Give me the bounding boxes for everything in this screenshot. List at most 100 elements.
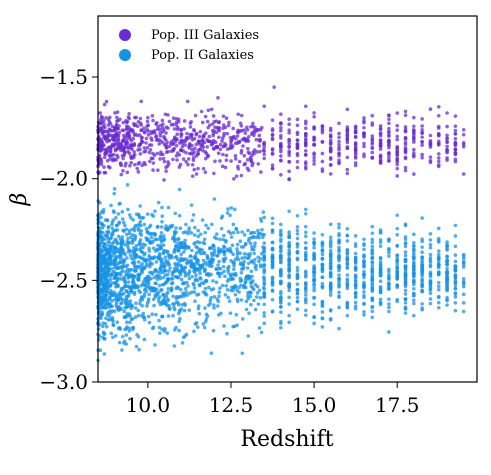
pop2-point: [120, 247, 124, 251]
pop2-point: [245, 266, 250, 270]
pop2-point: [370, 309, 375, 314]
pop2-point: [157, 290, 161, 295]
pop3-point: [117, 130, 122, 135]
pop3-point: [211, 133, 216, 138]
pop2-point: [114, 303, 119, 307]
pop3-point: [138, 116, 143, 121]
pop2-point: [217, 259, 221, 264]
pop2-point: [201, 240, 206, 245]
pop2-point: [124, 289, 129, 294]
pop3-point: [387, 121, 391, 126]
pop2-point: [337, 222, 341, 227]
pop3-point: [453, 114, 458, 118]
pop3-point: [395, 137, 400, 142]
pop2-point: [146, 237, 150, 242]
pop2-point: [252, 298, 256, 303]
pop3-point: [175, 132, 180, 137]
pop2-point: [461, 265, 466, 269]
pop2-point: [345, 239, 350, 243]
pop2-point: [107, 313, 112, 318]
pop3-point: [270, 148, 275, 152]
pop2-point: [128, 253, 133, 257]
pop2-point: [412, 279, 416, 283]
pop2-point: [387, 246, 391, 251]
pop2-point: [187, 229, 191, 233]
pop2-point: [395, 277, 400, 281]
pop2-point: [160, 327, 164, 332]
pop3-point: [125, 170, 130, 175]
pop2-point: [137, 273, 142, 278]
pop2-point: [100, 276, 104, 280]
pop2-point: [252, 251, 256, 256]
pop2-point: [233, 292, 238, 297]
pop3-point: [146, 115, 150, 120]
pop2-point: [403, 222, 408, 226]
pop3-point: [270, 128, 275, 133]
pop2-point: [157, 325, 162, 330]
pop2-point: [395, 259, 400, 264]
pop3-point: [287, 122, 291, 127]
pop2-point: [128, 320, 132, 325]
pop2-point: [113, 274, 117, 278]
pop3-point: [151, 151, 155, 156]
pop2-point: [303, 241, 308, 245]
pop2-point: [197, 240, 202, 245]
pop3-point: [345, 125, 350, 129]
pop3-point: [112, 126, 117, 130]
pop2-point: [118, 260, 122, 265]
pop2-point: [345, 250, 350, 255]
pop2-point: [387, 254, 391, 258]
pop2-point: [196, 259, 200, 264]
pop2-point: [212, 235, 217, 240]
pop2-point: [337, 264, 341, 269]
pop2-point: [270, 276, 275, 280]
pop2-point: [249, 291, 253, 295]
pop2-point: [112, 281, 117, 285]
pop2-point: [103, 302, 107, 307]
pop2-point: [159, 225, 164, 229]
pop3-point: [177, 153, 182, 157]
pop3-point: [227, 120, 231, 125]
pop3-point: [121, 156, 125, 161]
pop2-point: [279, 268, 283, 272]
pop2-point: [217, 274, 222, 279]
pop2-point: [211, 243, 216, 248]
pop2-point: [148, 232, 153, 236]
pop2-point: [177, 187, 182, 192]
pop2-point: [362, 302, 366, 306]
pop3-point: [287, 128, 291, 132]
pop2-point: [97, 266, 102, 270]
pop3-point: [191, 156, 196, 160]
pop2-point: [337, 238, 341, 242]
pop2-point: [122, 242, 127, 247]
pop2-point: [156, 243, 160, 248]
pop2-point: [140, 250, 145, 254]
pop2-point: [279, 222, 283, 227]
pop3-point: [337, 161, 341, 166]
pop2-point: [233, 257, 238, 262]
pop3-point: [127, 134, 132, 139]
pop2-point: [395, 299, 400, 304]
pop2-point: [231, 222, 236, 227]
pop2-point: [403, 274, 408, 278]
pop2-point: [100, 312, 104, 317]
pop2-point: [353, 300, 358, 305]
pop3-point: [119, 142, 123, 147]
pop2-point: [109, 310, 113, 315]
pop2-point: [144, 257, 149, 262]
pop2-point: [403, 235, 408, 239]
pop3-point: [121, 120, 126, 125]
pop2-point: [246, 228, 250, 233]
pop2-point: [117, 247, 121, 252]
pop2-point: [295, 236, 300, 241]
pop2-point: [295, 282, 300, 286]
pop2-point: [193, 241, 197, 245]
pop2-point: [105, 270, 110, 274]
pop2-point: [250, 245, 254, 249]
pop3-point: [186, 144, 191, 149]
pop2-point: [337, 241, 341, 245]
pop2-point: [370, 269, 375, 274]
pop2-point: [138, 204, 142, 208]
pop3-point: [135, 166, 139, 171]
pop3-point: [199, 109, 204, 114]
